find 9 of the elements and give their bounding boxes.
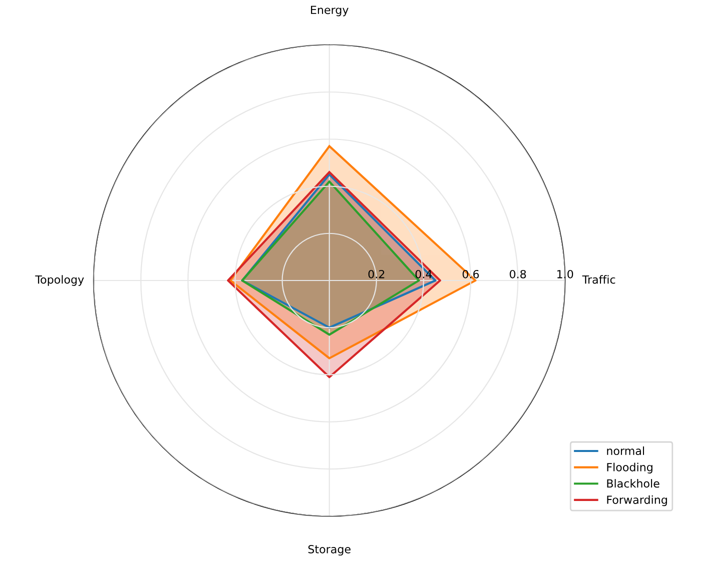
legend-label: normal	[607, 446, 644, 456]
spoke-label: Traffic	[582, 275, 616, 284]
legend-label: Blackhole	[607, 479, 660, 488]
spoke-label: Topology	[35, 275, 84, 286]
legend-label: Flooding	[607, 462, 652, 474]
spoke-label: Storage	[308, 544, 351, 556]
legend-label: Forwarding	[607, 495, 667, 506]
y-tick-label: 0.8	[510, 270, 526, 278]
spoke-label: Energy	[311, 6, 348, 16]
